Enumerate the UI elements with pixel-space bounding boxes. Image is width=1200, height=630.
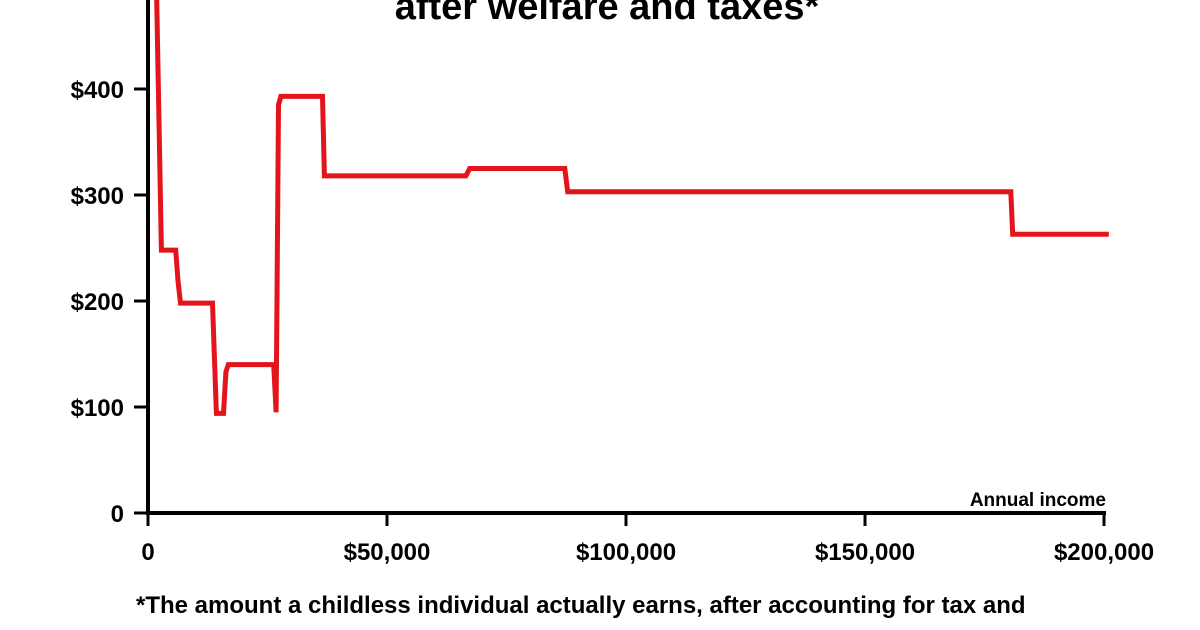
y-axis-ticks: 0 $100 $200 $300 $400 xyxy=(71,77,148,528)
y-tick-label: 0 xyxy=(111,501,124,528)
y-tick-label: $200 xyxy=(71,289,124,316)
x-tick-label: $50,000 xyxy=(344,539,431,566)
footnote: *The amount a childless individual actua… xyxy=(136,592,1026,619)
x-tick-label: 0 xyxy=(141,539,154,566)
x-axis-ticks: 0 $50,000 $100,000 $150,000 $200,000 xyxy=(141,513,1154,566)
y-tick-label: $300 xyxy=(71,183,124,210)
x-tick-label: $200,000 xyxy=(1054,539,1154,566)
chart-title: after welfare and taxes* xyxy=(394,0,820,28)
series-group xyxy=(154,0,1109,416)
x-tick-label: $100,000 xyxy=(576,539,676,566)
series-line-0 xyxy=(154,0,1109,416)
x-tick-label: $150,000 xyxy=(815,539,915,566)
y-tick-label: $400 xyxy=(71,77,124,104)
y-tick-label: $100 xyxy=(71,395,124,422)
x-axis-label: Annual income xyxy=(970,490,1106,511)
